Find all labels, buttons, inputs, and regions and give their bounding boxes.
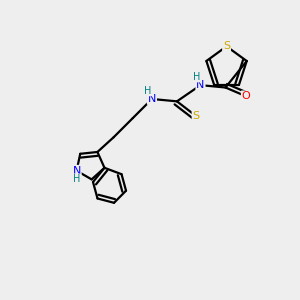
- Text: S: S: [223, 41, 230, 51]
- Text: S: S: [193, 111, 200, 121]
- Text: N: N: [148, 94, 156, 104]
- Text: N: N: [196, 80, 205, 90]
- Text: H: H: [73, 174, 80, 184]
- Text: H: H: [193, 72, 200, 82]
- Text: H: H: [144, 86, 152, 96]
- Text: O: O: [242, 91, 250, 101]
- Text: N: N: [72, 166, 81, 176]
